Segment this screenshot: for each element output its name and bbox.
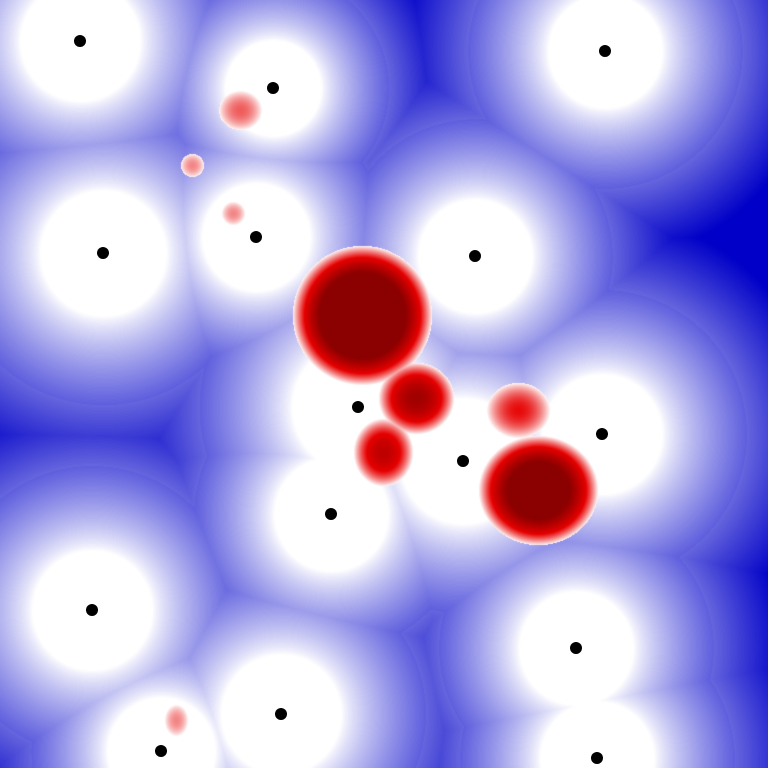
site-point — [325, 508, 337, 520]
site-point — [457, 455, 469, 467]
site-point — [570, 642, 582, 654]
site-point — [596, 428, 608, 440]
site-point — [267, 82, 279, 94]
site-point — [275, 708, 287, 720]
site-point — [599, 45, 611, 57]
site-point — [250, 231, 262, 243]
site-point — [155, 745, 167, 757]
site-point — [97, 247, 109, 259]
site-point — [591, 752, 603, 764]
site-point — [469, 250, 481, 262]
site-point — [352, 401, 364, 413]
site-point — [74, 35, 86, 47]
site-point — [86, 604, 98, 616]
